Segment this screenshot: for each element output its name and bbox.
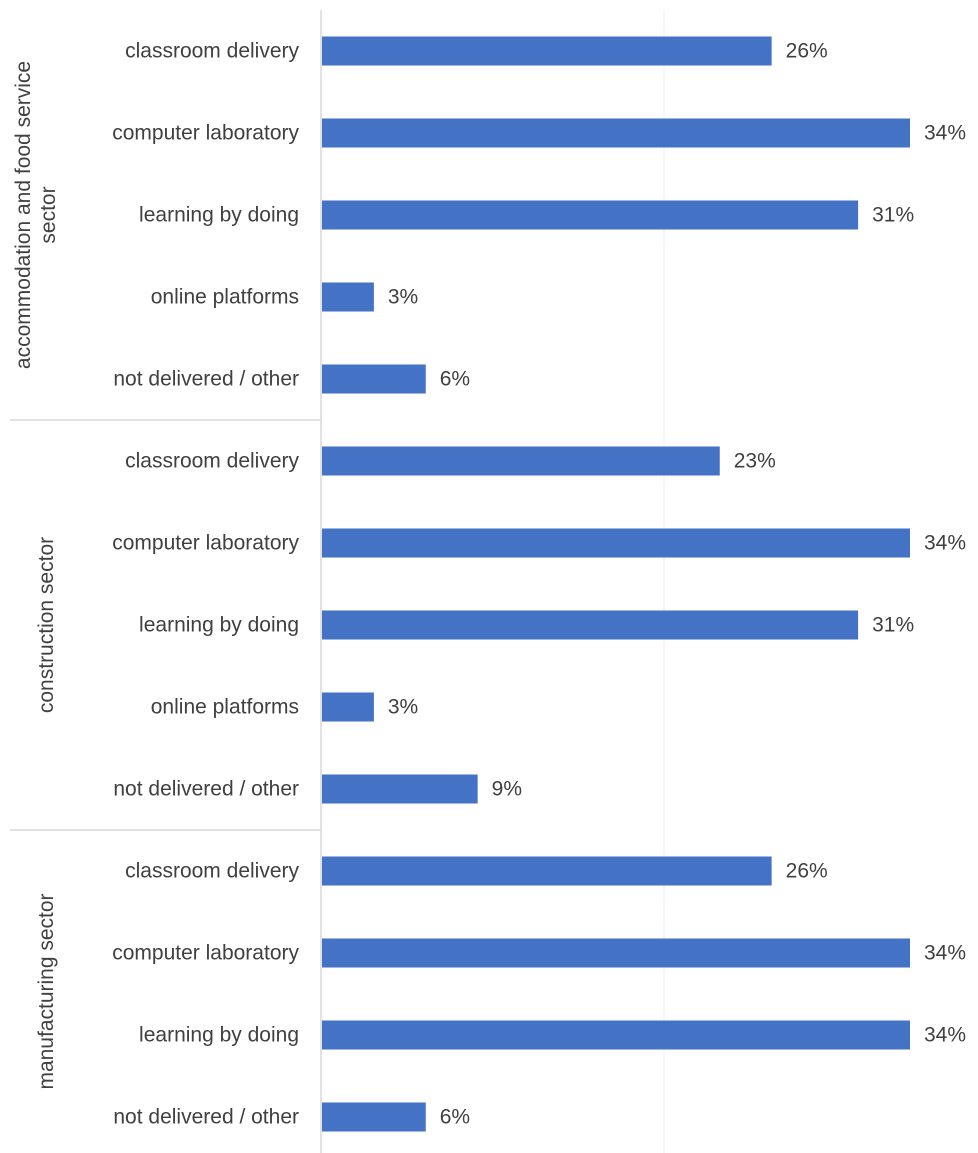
bar <box>322 118 910 148</box>
bar <box>322 1020 910 1050</box>
bar <box>322 610 859 640</box>
data-label: 3% <box>388 286 418 309</box>
bar <box>322 938 910 968</box>
category-label: not delivered / other <box>113 368 299 391</box>
data-label: 31% <box>872 614 914 637</box>
bar <box>322 36 772 66</box>
group-label: manufacturing sector <box>35 893 58 1089</box>
data-label: 6% <box>440 368 470 391</box>
data-label: 34% <box>924 942 966 965</box>
category-label: not delivered / other <box>113 778 299 801</box>
bar <box>322 1102 426 1132</box>
category-label: online platforms <box>151 286 299 309</box>
data-label: 3% <box>388 696 418 719</box>
group-label-line: construction sector <box>35 537 58 713</box>
category-label: learning by doing <box>139 1024 299 1047</box>
category-label: computer laboratory <box>112 532 299 555</box>
bar <box>322 528 910 558</box>
group-label-line: accommodation and food service <box>12 61 35 369</box>
bar <box>322 200 859 230</box>
bar <box>322 282 374 312</box>
data-label: 34% <box>924 122 966 145</box>
category-label: classroom delivery <box>125 450 299 473</box>
category-label: computer laboratory <box>112 942 299 965</box>
bar <box>322 692 374 722</box>
category-label: computer laboratory <box>112 122 299 145</box>
data-label: 6% <box>440 1106 470 1129</box>
group-label: accommodation and food servicesector <box>12 61 60 369</box>
data-label: 26% <box>786 40 828 63</box>
category-label: learning by doing <box>139 204 299 227</box>
bar <box>322 364 426 394</box>
data-label: 34% <box>924 532 966 555</box>
data-label: 34% <box>924 1024 966 1047</box>
data-label: 23% <box>734 450 776 473</box>
category-label: not delivered / other <box>113 1106 299 1129</box>
category-label: classroom delivery <box>125 40 299 63</box>
bar <box>322 774 478 804</box>
bar <box>322 856 772 886</box>
group-label-line: sector <box>37 186 60 243</box>
group-label: construction sector <box>35 537 58 713</box>
category-label: classroom delivery <box>125 860 299 883</box>
group-label-line: manufacturing sector <box>35 893 58 1089</box>
data-label: 26% <box>786 860 828 883</box>
data-label: 9% <box>492 778 522 801</box>
category-label: online platforms <box>151 696 299 719</box>
bar <box>322 446 720 476</box>
category-label: learning by doing <box>139 614 299 637</box>
data-label: 31% <box>872 204 914 227</box>
